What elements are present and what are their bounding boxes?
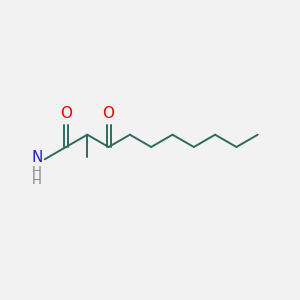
Text: O: O — [60, 106, 72, 122]
Text: H: H — [31, 174, 41, 187]
Text: N: N — [32, 150, 43, 165]
Text: O: O — [103, 106, 115, 122]
Text: H: H — [31, 165, 41, 178]
